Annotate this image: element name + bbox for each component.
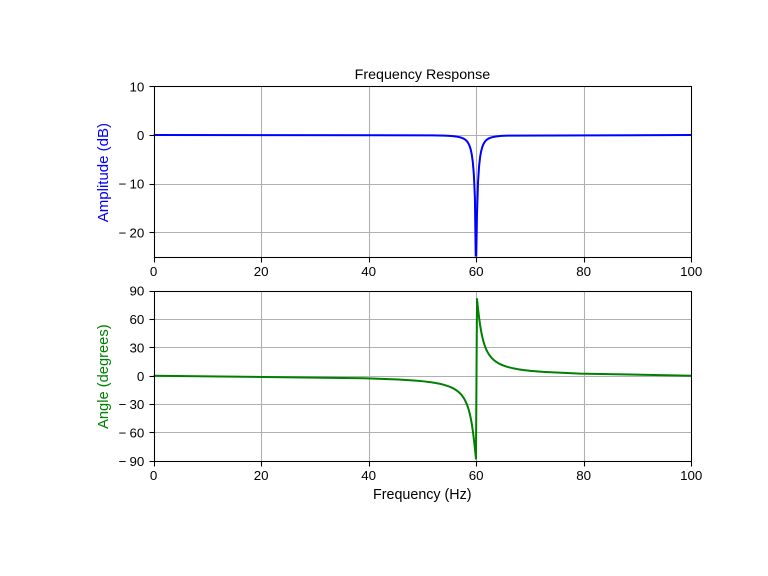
svg-text:90: 90 [129,284,144,299]
svg-text:Amplitude (dB): Amplitude (dB) [95,123,112,222]
svg-text:10: 10 [129,79,144,94]
svg-text:−20: −20 [119,225,145,240]
svg-text:−10: −10 [119,177,145,192]
svg-text:0: 0 [137,128,144,143]
svg-text:−60: −60 [119,425,145,440]
svg-text:0: 0 [137,369,144,384]
svg-text:100: 100 [680,468,702,483]
svg-text:60: 60 [469,468,484,483]
svg-text:30: 30 [129,340,144,355]
svg-text:Frequency Response: Frequency Response [355,67,491,83]
svg-text:20: 20 [254,264,269,279]
svg-text:0: 0 [150,264,157,279]
svg-text:Angle (degrees): Angle (degrees) [96,324,112,429]
svg-text:−30: −30 [119,397,145,412]
svg-text:20: 20 [254,468,269,483]
svg-text:−90: −90 [119,454,145,469]
svg-text:Frequency (Hz): Frequency (Hz) [373,487,472,503]
svg-text:80: 80 [576,264,591,279]
svg-text:100: 100 [680,264,702,279]
svg-text:60: 60 [129,312,144,327]
svg-text:40: 40 [361,468,376,483]
svg-text:60: 60 [469,264,484,279]
svg-text:80: 80 [576,468,591,483]
svg-text:40: 40 [361,264,376,279]
svg-text:0: 0 [150,468,157,483]
